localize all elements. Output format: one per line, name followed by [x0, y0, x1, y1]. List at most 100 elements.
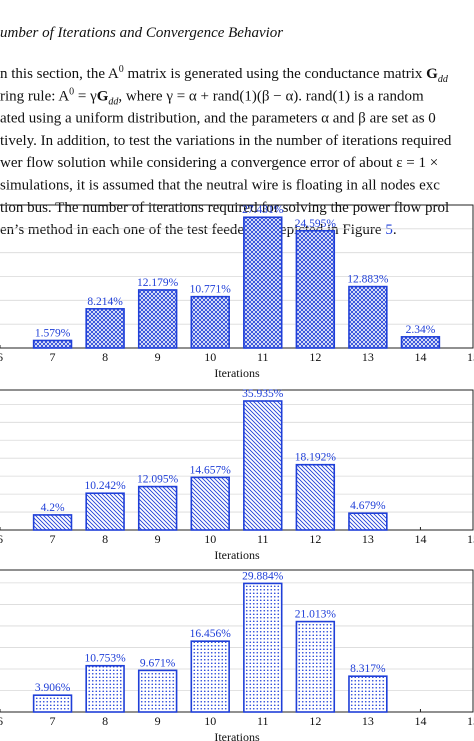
bar: [85, 492, 125, 531]
x-tick-label: 8: [102, 714, 108, 728]
x-tick-label: 6: [0, 350, 3, 364]
bar: [137, 289, 178, 349]
paragraph-line: n this section, the A0 matrix is generat…: [0, 64, 449, 85]
x-tick-label: 12: [309, 714, 321, 728]
paragraph-line: wer flow solution while considering a co…: [0, 155, 438, 171]
x-tick-label: 11: [257, 714, 269, 728]
bar: [243, 400, 283, 531]
section-heading: umber of Iterations and Convergence Beha…: [0, 25, 283, 41]
text-run: ring rule: A: [0, 88, 69, 104]
value-label: 10.771%: [190, 284, 232, 296]
bar: [243, 216, 283, 349]
x-tick-label: 9: [155, 350, 161, 364]
bar: [190, 640, 230, 713]
x-tick-label: 13: [362, 714, 374, 728]
x-tick-label: 14: [414, 350, 426, 364]
plot-frame: [0, 389, 474, 531]
x-tick-label: 10: [204, 350, 216, 364]
bar-chart: 6 7 8 9 10 11 12 13 14 15 Iterations 3.906% 10.753% 9…: [0, 569, 474, 741]
text-run: = γ: [74, 88, 97, 104]
bar-chart: 6 7 8 9 10 11 12 13 14 15 Iterations 4.2% 10.242% 12.…: [0, 388, 474, 562]
value-label: 29.884%: [242, 570, 284, 582]
bar: [348, 285, 388, 349]
bar: [348, 675, 388, 713]
value-label: 35.935%: [242, 388, 284, 400]
plot-frame: [0, 569, 474, 713]
text-run: tively. In addition, to test the variati…: [0, 133, 452, 149]
x-axis-label: Iterations: [214, 548, 260, 562]
bar: [295, 229, 336, 349]
x-tick-label: 11: [257, 532, 269, 546]
bar: [295, 620, 336, 713]
x-tick-label: 15: [467, 350, 474, 364]
value-label: 12.179%: [137, 277, 179, 289]
value-label: 2.34%: [406, 324, 436, 336]
bar: [137, 485, 178, 531]
text-run: G: [426, 66, 438, 82]
text-run: n this section, the A: [0, 66, 119, 82]
value-label: 10.242%: [85, 480, 127, 492]
x-tick-label: 13: [362, 350, 374, 364]
paragraph-line: en’s method in each one of the test feed…: [0, 222, 397, 238]
value-label: 27.431%: [242, 204, 284, 216]
x-tick-label: 8: [102, 532, 108, 546]
x-tick-label: 6: [0, 714, 3, 728]
bar: [295, 463, 336, 531]
x-axis-label: Iterations: [214, 366, 260, 380]
paragraph-line: ring rule: A0 = γGdd, where γ = α + rand…: [0, 86, 424, 107]
bar: [400, 336, 441, 349]
value-label: 8.317%: [350, 663, 386, 675]
paragraph-line: simulations, it is assumed that the neut…: [0, 178, 440, 194]
x-tick-label: 9: [155, 532, 161, 546]
x-tick-label: 10: [204, 714, 216, 728]
x-tick-label: 10: [204, 532, 216, 546]
value-label: 12.095%: [137, 474, 179, 486]
x-tick-label: 14: [414, 532, 426, 546]
value-label: 3.906%: [35, 682, 71, 694]
bar: [243, 582, 283, 713]
x-tick-label: 11: [257, 350, 269, 364]
text-run: dd: [108, 96, 119, 107]
x-axis-label: Iterations: [214, 730, 260, 741]
bar: [190, 476, 230, 531]
value-label: 16.456%: [190, 628, 232, 640]
bar: [348, 512, 388, 531]
value-label: 24.595%: [295, 218, 337, 230]
text-run: simulations, it is assumed that the neut…: [0, 178, 440, 194]
text-run: 0: [69, 86, 74, 97]
x-tick-label: 7: [50, 350, 56, 364]
bar: [190, 295, 230, 349]
figure-link: 5: [385, 222, 393, 238]
value-label: 12.883%: [347, 274, 389, 286]
text-run: .: [393, 222, 397, 238]
text-run: 0: [119, 64, 124, 75]
bar: [85, 308, 125, 349]
value-label: 4.2%: [41, 502, 65, 514]
paragraph-line: ated using a uniform distribution, and t…: [0, 111, 436, 127]
text-run: tion bus. The number of iterations requi…: [0, 200, 449, 216]
bar: [85, 664, 125, 713]
x-tick-label: 15: [467, 714, 474, 728]
bar-chart: 6 7 8 9 10 11 12 13 14 15 Iterations 1.579% 8.214% 12…: [0, 204, 474, 380]
x-tick-label: 7: [50, 532, 56, 546]
text-run: en’s method in each one of the test feed…: [0, 222, 385, 238]
bar: [32, 694, 73, 713]
value-label: 8.214%: [87, 296, 123, 308]
x-tick-label: 15: [467, 532, 474, 546]
text-run: ated using a uniform distribution, and t…: [0, 111, 436, 127]
value-label: 14.657%: [190, 464, 232, 476]
paragraph-line: tively. In addition, to test the variati…: [0, 133, 452, 149]
x-tick-label: 14: [414, 714, 426, 728]
text-run: dd: [438, 74, 449, 85]
paragraph-line: tion bus. The number of iterations requi…: [0, 200, 449, 216]
value-label: 4.679%: [350, 500, 386, 512]
value-label: 1.579%: [35, 327, 71, 339]
text-run: , where γ = α + rand(1)(β − α). rand(1) …: [118, 88, 424, 104]
text-run: matrix is generated using the conductanc…: [124, 66, 426, 82]
x-tick-label: 8: [102, 350, 108, 364]
text-run: wer flow solution while considering a co…: [0, 155, 438, 171]
value-label: 10.753%: [85, 653, 127, 665]
x-tick-label: 6: [0, 532, 3, 546]
x-tick-label: 7: [50, 714, 56, 728]
